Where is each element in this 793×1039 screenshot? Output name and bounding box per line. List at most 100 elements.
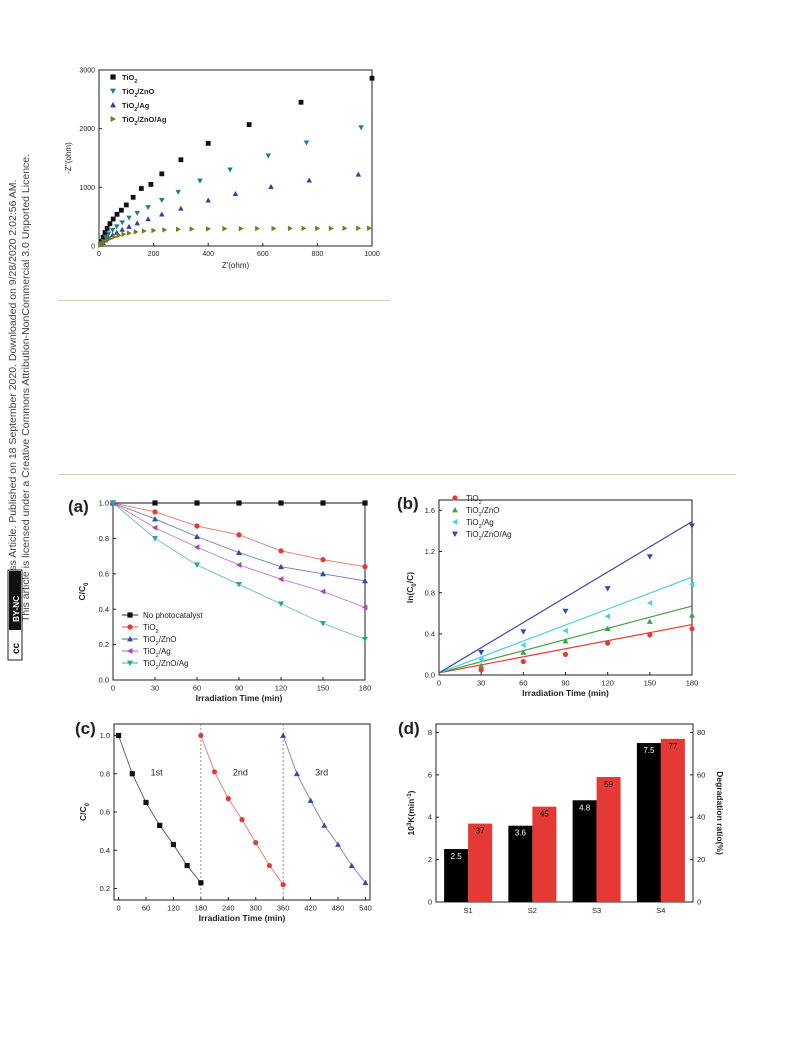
data-point	[362, 604, 368, 611]
x-tick-label: 30	[151, 684, 159, 693]
label-part: /ZnO/Ag	[137, 115, 167, 124]
nyquist-point	[113, 229, 120, 235]
x-tick-label: 180	[359, 684, 372, 693]
label-part: TiO	[143, 647, 156, 656]
label-part: TiO	[122, 101, 135, 110]
data-point	[225, 796, 231, 802]
x-tick-label: 600	[257, 251, 269, 258]
bar-k	[508, 825, 533, 902]
label-part: 2	[134, 93, 137, 99]
x-tick-label: 150	[644, 679, 657, 688]
nyquist-point	[162, 227, 168, 233]
data-point	[239, 817, 245, 823]
label-part: C/C	[78, 806, 88, 821]
data-point	[236, 532, 242, 538]
fit-line	[438, 576, 693, 674]
label-part: 2	[134, 121, 137, 127]
x-axis-label: Irradiation Time (min)	[196, 693, 283, 703]
y-tick-label: 6	[428, 770, 432, 779]
plot-frame	[435, 723, 694, 903]
nyquist-point	[98, 238, 104, 244]
y-tick-label: 0.4	[100, 846, 110, 855]
y-tick-label: 1000	[79, 185, 95, 192]
x-tick-label: S2	[528, 906, 537, 915]
legend-label: TiO2	[143, 623, 159, 635]
nyquist-point	[205, 197, 211, 203]
legend-marker	[110, 88, 116, 94]
nyquist-point	[246, 122, 252, 127]
legend-label: TiO2/ZnO	[143, 635, 177, 647]
nyquist-point	[342, 225, 348, 232]
divider-top	[58, 300, 390, 301]
y2-axis-label: Degradation ratio(%)	[715, 771, 725, 855]
nyquist-point	[108, 235, 114, 242]
data-point	[157, 822, 163, 828]
data-point	[236, 582, 242, 588]
data-point	[646, 554, 653, 560]
label-part: 2	[156, 629, 159, 635]
nyquist-point	[123, 202, 129, 208]
data-point	[278, 601, 284, 607]
x-tick-label: 800	[312, 251, 324, 258]
data-point	[320, 570, 326, 577]
x-tick-label: 300	[249, 904, 262, 913]
data-point	[129, 771, 135, 777]
data-point	[520, 629, 527, 635]
data-point	[604, 625, 611, 632]
nyquist-point	[148, 182, 154, 187]
bar-k	[636, 743, 661, 902]
label-part: 0	[84, 582, 90, 586]
data-point	[278, 563, 284, 570]
bar-label: 7.5	[643, 746, 655, 755]
cc-badge[interactable]: cc BY-NC	[7, 569, 23, 661]
nyquist-point	[145, 205, 151, 211]
x-tick-label: 0	[116, 904, 120, 913]
legend-label: TiO2	[122, 73, 137, 85]
x-tick-label: 0	[437, 679, 441, 688]
y2-tick-label: 20	[697, 855, 705, 864]
legend-label: TiO2/Ag	[143, 647, 171, 659]
nyquist-point	[232, 191, 239, 196]
legend-marker	[452, 495, 458, 501]
legend-label: No photocatalyst	[143, 611, 203, 620]
nyquist-point	[112, 234, 118, 240]
cc-badge-logo: cc	[11, 642, 22, 654]
y-tick-label: 0.0	[425, 671, 435, 680]
nyquist-point	[306, 177, 312, 183]
label-part: 0	[85, 802, 91, 806]
data-point	[689, 523, 695, 529]
label-part: 2	[479, 512, 482, 518]
label-part: No photocatalyst	[143, 611, 203, 620]
nyquist-point	[358, 125, 364, 131]
label-part: /ZnO/Ag	[482, 530, 512, 539]
nyquist-point	[130, 194, 136, 200]
label-part: K(min	[406, 799, 416, 823]
x-tick-label: 120	[275, 684, 288, 693]
label-part: TiO	[122, 73, 135, 82]
panel-b-chart: 0 30 60 90 120 150 180 0.0 0.4 0.8 1.2 1.6 (b) Irradi…	[397, 494, 698, 698]
x-axis-label: Irradiation Time (min)	[199, 913, 286, 923]
data-point	[194, 500, 200, 506]
legend-marker	[452, 519, 458, 525]
x-tick-label: S3	[592, 906, 601, 915]
data-point	[689, 612, 695, 618]
divider-middle	[58, 474, 736, 475]
nyquist-point	[175, 189, 181, 195]
data-point	[278, 500, 284, 506]
data-point	[605, 640, 611, 646]
nyquist-point	[222, 225, 228, 232]
nyquist-point	[227, 167, 233, 173]
legend-label: TiO2/Ag	[466, 518, 494, 530]
nyquist-point	[159, 211, 165, 217]
nyquist-point	[119, 220, 125, 226]
y-tick-label: 0.2	[100, 884, 110, 893]
panel-d-chart: 02468020406080S12.537S23.645S34.859S47.5…	[398, 719, 725, 915]
data-point	[520, 642, 526, 649]
data-point	[278, 576, 284, 583]
y-tick-label: 0	[91, 243, 95, 250]
y-tick-label: 3000	[79, 67, 95, 74]
y-tick-label: 8	[428, 728, 432, 737]
data-point	[562, 638, 569, 644]
panel-a-chart: 0 30 60 90 120 150 180 0.0 0.2 0.4 0.6 0.8 1.0 (a) Irr…	[68, 497, 372, 703]
nyquist-point	[189, 226, 195, 232]
